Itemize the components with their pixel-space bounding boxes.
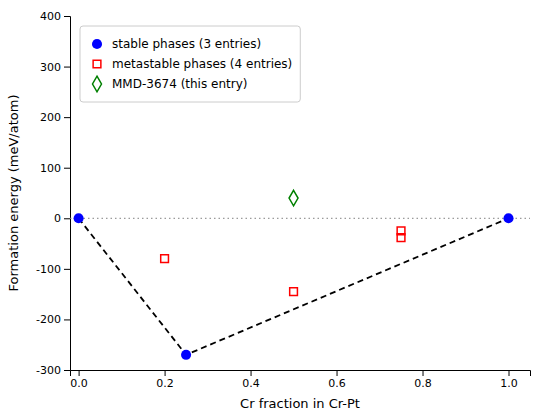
point <box>161 255 169 263</box>
hull-line <box>79 218 509 355</box>
point <box>397 234 405 242</box>
x-axis: 0.0 0.2 0.4 0.6 0.8 1.0 <box>70 370 530 390</box>
x-tick-label: 1.0 <box>500 377 517 390</box>
scatter-series <box>289 190 298 206</box>
y-tick-label: -300 <box>36 364 61 377</box>
y-tick-mark <box>64 16 70 17</box>
y-tick-mark <box>64 218 70 219</box>
y-tick: 400 <box>40 10 70 23</box>
x-axis-title: Cr fraction in Cr-Pt <box>240 396 360 411</box>
y-tick: 0 <box>54 212 70 225</box>
legend-label: metastable phases (4 entries) <box>112 57 292 71</box>
x-tick-label: 0.4 <box>242 377 259 390</box>
reference-line <box>70 218 530 219</box>
x-tick-label: 0.6 <box>328 377 346 390</box>
y-tick-label: -100 <box>36 263 61 276</box>
legend-box <box>80 26 300 102</box>
y-tick-mark <box>64 319 70 320</box>
legend-label: stable phases (3 entries) <box>112 37 261 51</box>
point <box>290 288 298 296</box>
y-tick-label: 100 <box>40 162 61 175</box>
y-tick: -100 <box>36 263 70 276</box>
y-tick-mark <box>64 67 70 68</box>
x-tick: 0.0 <box>70 370 88 390</box>
x-tick: 0.2 <box>156 370 174 390</box>
x-tick-mark <box>79 370 80 376</box>
y-tick: -300 <box>36 364 70 377</box>
y-axis-line <box>64 17 71 371</box>
y-tick-mark <box>64 370 70 371</box>
legend-symbol <box>92 39 102 49</box>
y-tick-label: 200 <box>40 111 61 124</box>
y-tick-mark <box>64 168 70 169</box>
y-tick-label: 0 <box>54 212 61 225</box>
y-tick: 100 <box>40 162 70 175</box>
x-tick: 0.6 <box>328 370 346 390</box>
y-tick-label: 400 <box>40 10 61 23</box>
scatter-series <box>74 213 514 360</box>
y-axis: -300 -200 -100 0 100 200 300 400 <box>36 10 70 377</box>
y-tick: 300 <box>40 61 70 74</box>
point <box>503 213 513 223</box>
y-tick: 200 <box>40 111 70 124</box>
legend-symbol <box>93 76 102 92</box>
y-tick-mark <box>64 117 70 118</box>
y-tick-label: -200 <box>36 313 61 326</box>
legend-symbol <box>93 60 101 68</box>
chart: 0.0 0.2 0.4 0.6 0.8 1.0 -300 -200 -100 0 100 200 300… <box>0 0 550 420</box>
x-tick-mark <box>251 370 252 376</box>
x-tick-label: 0.2 <box>156 377 174 390</box>
y-tick-mark <box>64 269 70 270</box>
plot-area <box>70 190 530 360</box>
y-axis-title: Formation energy (meV/atom) <box>6 95 21 292</box>
point <box>74 213 84 223</box>
x-tick-mark <box>337 370 338 376</box>
y-tick-label: 300 <box>40 61 61 74</box>
legend-label: MMD-3674 (this entry) <box>112 77 247 91</box>
point <box>181 350 191 360</box>
legend: stable phases (3 entries) metastable phas… <box>80 26 300 102</box>
x-tick-label: 0.0 <box>70 377 88 390</box>
scatter-series <box>161 227 405 295</box>
point <box>289 190 298 206</box>
x-tick-mark <box>165 370 166 376</box>
x-axis-line <box>71 371 531 377</box>
y-tick: -200 <box>36 313 70 326</box>
x-tick-mark <box>423 370 424 376</box>
x-tick-label: 0.8 <box>414 377 432 390</box>
x-tick: 0.8 <box>414 370 432 390</box>
x-tick: 1.0 <box>500 370 517 390</box>
x-tick-mark <box>509 370 510 376</box>
x-tick: 0.4 <box>242 370 259 390</box>
